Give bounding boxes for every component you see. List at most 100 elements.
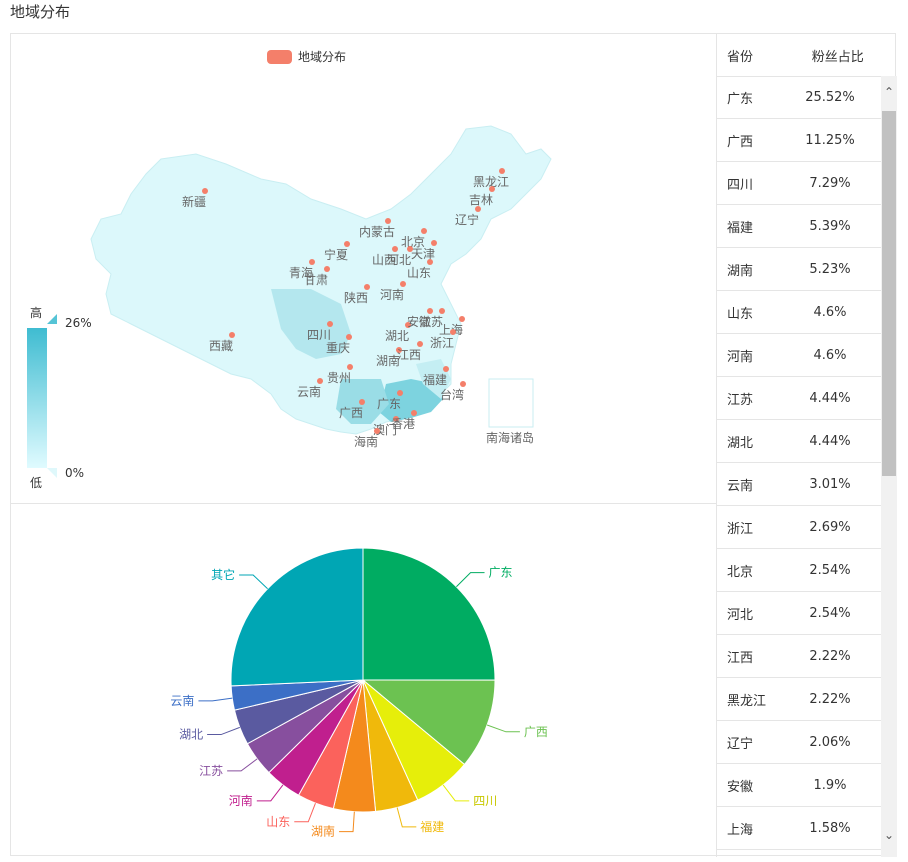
map-marker[interactable] xyxy=(396,347,402,353)
map-marker[interactable] xyxy=(327,321,333,327)
map-province-label: 广西 xyxy=(339,406,363,420)
row-share: 4.6% xyxy=(813,347,847,363)
map-province-label: 江苏 xyxy=(419,315,443,329)
map-province-label: 新疆 xyxy=(182,194,206,209)
map-marker[interactable] xyxy=(405,322,411,328)
map-province-label: 湖南 xyxy=(376,353,400,368)
map-marker[interactable] xyxy=(427,308,433,314)
map-marker[interactable] xyxy=(459,316,465,322)
map-marker[interactable] xyxy=(475,206,481,212)
row-share: 5.39% xyxy=(809,218,851,234)
map-marker[interactable] xyxy=(202,188,208,194)
row-province: 湖南 xyxy=(727,263,754,279)
row-province: 安徽 xyxy=(727,779,754,795)
scroll-up-icon[interactable]: ⌃ xyxy=(883,85,895,99)
visual-map-bottom-handle[interactable] xyxy=(47,468,57,478)
visual-map-top-handle[interactable] xyxy=(47,314,57,324)
map-marker[interactable] xyxy=(346,334,352,340)
map-marker[interactable] xyxy=(324,266,330,272)
map-marker[interactable] xyxy=(374,428,380,434)
map-province-label: 宁夏 xyxy=(324,247,348,262)
row-share: 5.23% xyxy=(809,261,851,277)
row-share: 4.44% xyxy=(809,433,851,449)
map-province-label: 福建 xyxy=(423,372,447,387)
table-row: 安徽 1.9% xyxy=(717,764,881,807)
visual-map-max-label: 26% xyxy=(65,316,92,330)
map-legend[interactable]: 地域分布 xyxy=(267,48,346,65)
map-marker[interactable] xyxy=(431,240,437,246)
map-marker[interactable] xyxy=(317,378,323,384)
pie-slice-label: 江苏 xyxy=(199,764,223,778)
region-panel: 地域分布 黑龙江 吉林 辽宁 新疆 内蒙古 北京 天津 河北 山西 宁夏 青海 甘肃 山东 陕西 河南 西藏四… xyxy=(10,33,897,857)
map-marker[interactable] xyxy=(450,329,456,335)
map-province-label: 南海诸岛 xyxy=(486,430,534,445)
pie-slice[interactable] xyxy=(362,547,496,681)
visual-map-gradient[interactable] xyxy=(27,328,47,468)
map-marker[interactable] xyxy=(421,228,427,234)
map-marker[interactable] xyxy=(489,186,495,192)
map-marker[interactable] xyxy=(347,364,353,370)
table-row: 河北 2.54% xyxy=(717,592,881,635)
map-marker[interactable] xyxy=(499,168,505,174)
table-row: 上海 1.58% xyxy=(717,807,881,850)
table-scrollbar[interactable]: ⌃ ⌄ xyxy=(881,76,897,857)
table-row: 河南 4.6% xyxy=(717,334,881,377)
scroll-down-icon[interactable]: ⌄ xyxy=(883,828,895,842)
table-row: 北京 2.54% xyxy=(717,549,881,592)
map-province-label: 山东 xyxy=(407,266,431,280)
pie-label-line xyxy=(198,697,233,702)
map-marker[interactable] xyxy=(417,341,423,347)
map-province-label: 内蒙古 xyxy=(359,224,395,239)
table-row: 浙江 2.69% xyxy=(717,506,881,549)
table-row: 黑龙江 2.22% xyxy=(717,678,881,721)
row-province: 浙江 xyxy=(727,521,754,537)
row-province: 山东 xyxy=(727,306,754,322)
map-marker[interactable] xyxy=(439,308,445,314)
scroll-thumb[interactable] xyxy=(882,111,896,476)
pie-slice-label: 四川 xyxy=(473,794,497,808)
map-province-label: 浙江 xyxy=(430,336,454,350)
map-marker[interactable] xyxy=(393,416,399,422)
map-marker[interactable] xyxy=(397,390,403,396)
map-province-label: 河南 xyxy=(380,287,404,302)
table-header: 省份 粉丝占比 xyxy=(717,34,897,77)
map-marker[interactable] xyxy=(364,284,370,290)
map-marker[interactable] xyxy=(443,366,449,372)
map-province-label: 香港 xyxy=(391,417,415,431)
row-province: 广西 xyxy=(727,134,754,150)
legend-label: 地域分布 xyxy=(298,50,347,64)
vertical-divider xyxy=(716,34,717,857)
map-marker[interactable] xyxy=(411,410,417,416)
row-province: 福建 xyxy=(727,220,754,236)
header-province: 省份 xyxy=(727,49,754,65)
map-marker[interactable] xyxy=(385,218,391,224)
visual-map[interactable]: 高 26% 0% 低 xyxy=(27,306,92,506)
map-province-label: 四川 xyxy=(307,328,331,342)
map-marker[interactable] xyxy=(407,246,413,252)
map-shape xyxy=(90,125,552,435)
row-share: 1.9% xyxy=(813,777,847,793)
visual-map-min-label: 0% xyxy=(65,466,85,480)
map-marker[interactable] xyxy=(427,259,433,265)
map-marker[interactable] xyxy=(400,281,406,287)
row-province: 黑龙江 xyxy=(727,693,767,709)
map-marker[interactable] xyxy=(359,399,365,405)
row-share: 25.52% xyxy=(805,89,855,105)
map-province-label: 北京 xyxy=(401,235,425,249)
pie-slice-label: 湖南 xyxy=(311,824,335,839)
map-marker[interactable] xyxy=(392,246,398,252)
row-share: 4.44% xyxy=(809,390,851,406)
map-province-label: 台湾 xyxy=(440,387,464,402)
map-marker[interactable] xyxy=(229,332,235,338)
pie-slice[interactable] xyxy=(230,547,364,687)
map-marker[interactable] xyxy=(344,241,350,247)
row-share: 1.58% xyxy=(809,820,851,836)
row-share: 11.25% xyxy=(805,132,855,148)
row-province: 广东 xyxy=(727,91,754,107)
map-province-label: 吉林 xyxy=(469,193,493,207)
map-marker[interactable] xyxy=(309,259,315,265)
map-marker[interactable] xyxy=(460,381,466,387)
table-row: 四川 7.29% xyxy=(717,162,881,205)
